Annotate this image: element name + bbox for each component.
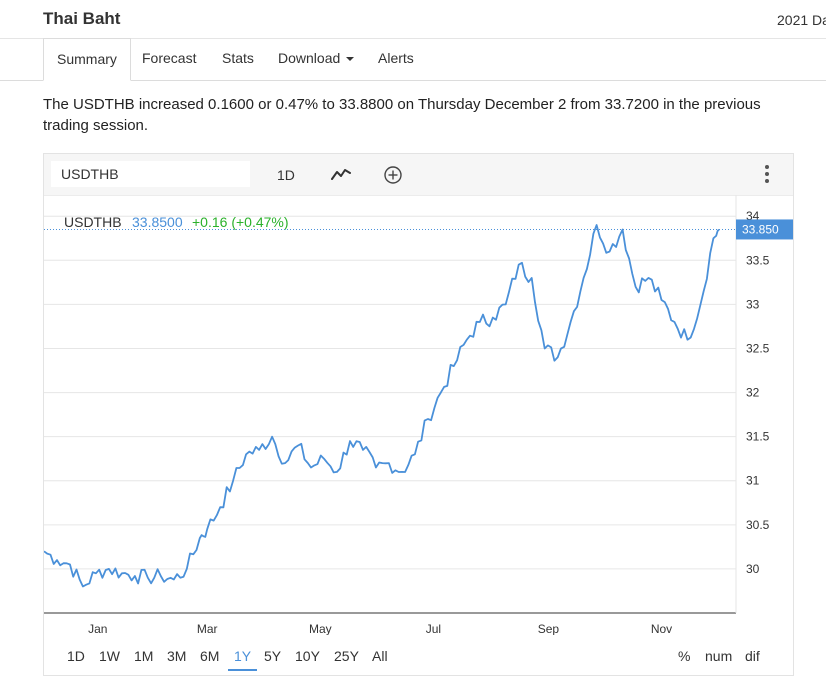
legend-symbol: USDTHB — [64, 214, 122, 230]
range-6m[interactable]: 6M — [200, 648, 220, 664]
range-1y[interactable]: 1Y — [228, 648, 258, 671]
range-5y[interactable]: 5Y — [264, 648, 282, 664]
interval-button[interactable]: 1D — [277, 167, 295, 183]
vertical-dots-icon[interactable] — [764, 165, 770, 185]
y-tick-label: 31 — [746, 474, 760, 488]
view-dif[interactable]: dif — [745, 648, 760, 664]
last-price-tag-label: 33.850 — [742, 222, 779, 236]
tab-summary[interactable]: Summary — [43, 38, 131, 81]
date-stamp: 2021 Da — [777, 12, 826, 28]
range-all[interactable]: All — [372, 648, 388, 664]
quote-description: The USDTHB increased 0.1600 or 0.47% to … — [43, 96, 761, 134]
range-3m[interactable]: 3M — [167, 648, 187, 664]
x-tick-label: Mar — [197, 622, 218, 635]
y-tick-label: 30.5 — [746, 518, 770, 532]
range-1d[interactable]: 1D — [67, 648, 85, 664]
tab-forecast[interactable]: Forecast — [142, 50, 197, 66]
legend-price: 33.8500 — [132, 214, 183, 230]
x-tick-label: Jul — [426, 622, 441, 635]
top-bar: Thai Baht 2021 Da — [0, 0, 826, 39]
range-25y[interactable]: 25Y — [334, 648, 359, 664]
x-tick-label: May — [309, 622, 332, 635]
line-chart-icon[interactable] — [331, 166, 351, 182]
chart-toolbar: 1D — [44, 154, 793, 196]
page-title: Thai Baht — [43, 9, 121, 28]
y-tick-label: 31.5 — [746, 430, 770, 444]
range-1m[interactable]: 1M — [134, 648, 154, 664]
tab-download-label: Download — [278, 50, 341, 66]
y-tick-label: 33.5 — [746, 253, 770, 267]
tab-download[interactable]: Download — [278, 38, 355, 79]
y-tick-label: 33 — [746, 297, 760, 311]
x-tick-label: Sep — [538, 622, 560, 635]
range-10y[interactable]: 10Y — [295, 648, 320, 664]
chart-panel: 1D USDTHB 33.8500 +0.16 (+0.47%) 30 30.5 3… — [43, 153, 794, 676]
tab-alerts[interactable]: Alerts — [378, 50, 414, 66]
y-tick-label: 32 — [746, 386, 760, 400]
y-tick-label: 32.5 — [746, 341, 770, 355]
x-tick-label: Jan — [88, 622, 107, 635]
legend-change: +0.16 (+0.47%) — [192, 214, 289, 230]
last-price-tag — [736, 219, 793, 240]
caret-down-icon — [346, 57, 355, 62]
view-num[interactable]: num — [705, 648, 733, 664]
tab-stats[interactable]: Stats — [222, 50, 254, 66]
symbol-input[interactable] — [51, 161, 250, 187]
usdthb-series-line — [44, 224, 720, 588]
tab-bar: Summary Forecast Stats Download Alerts — [0, 38, 826, 81]
range-1w[interactable]: 1W — [99, 648, 120, 664]
plus-circle-icon[interactable] — [383, 165, 403, 185]
x-tick-label: Nov — [651, 622, 672, 635]
view-percent[interactable]: % — [678, 648, 691, 664]
y-tick-label: 30 — [746, 562, 760, 576]
